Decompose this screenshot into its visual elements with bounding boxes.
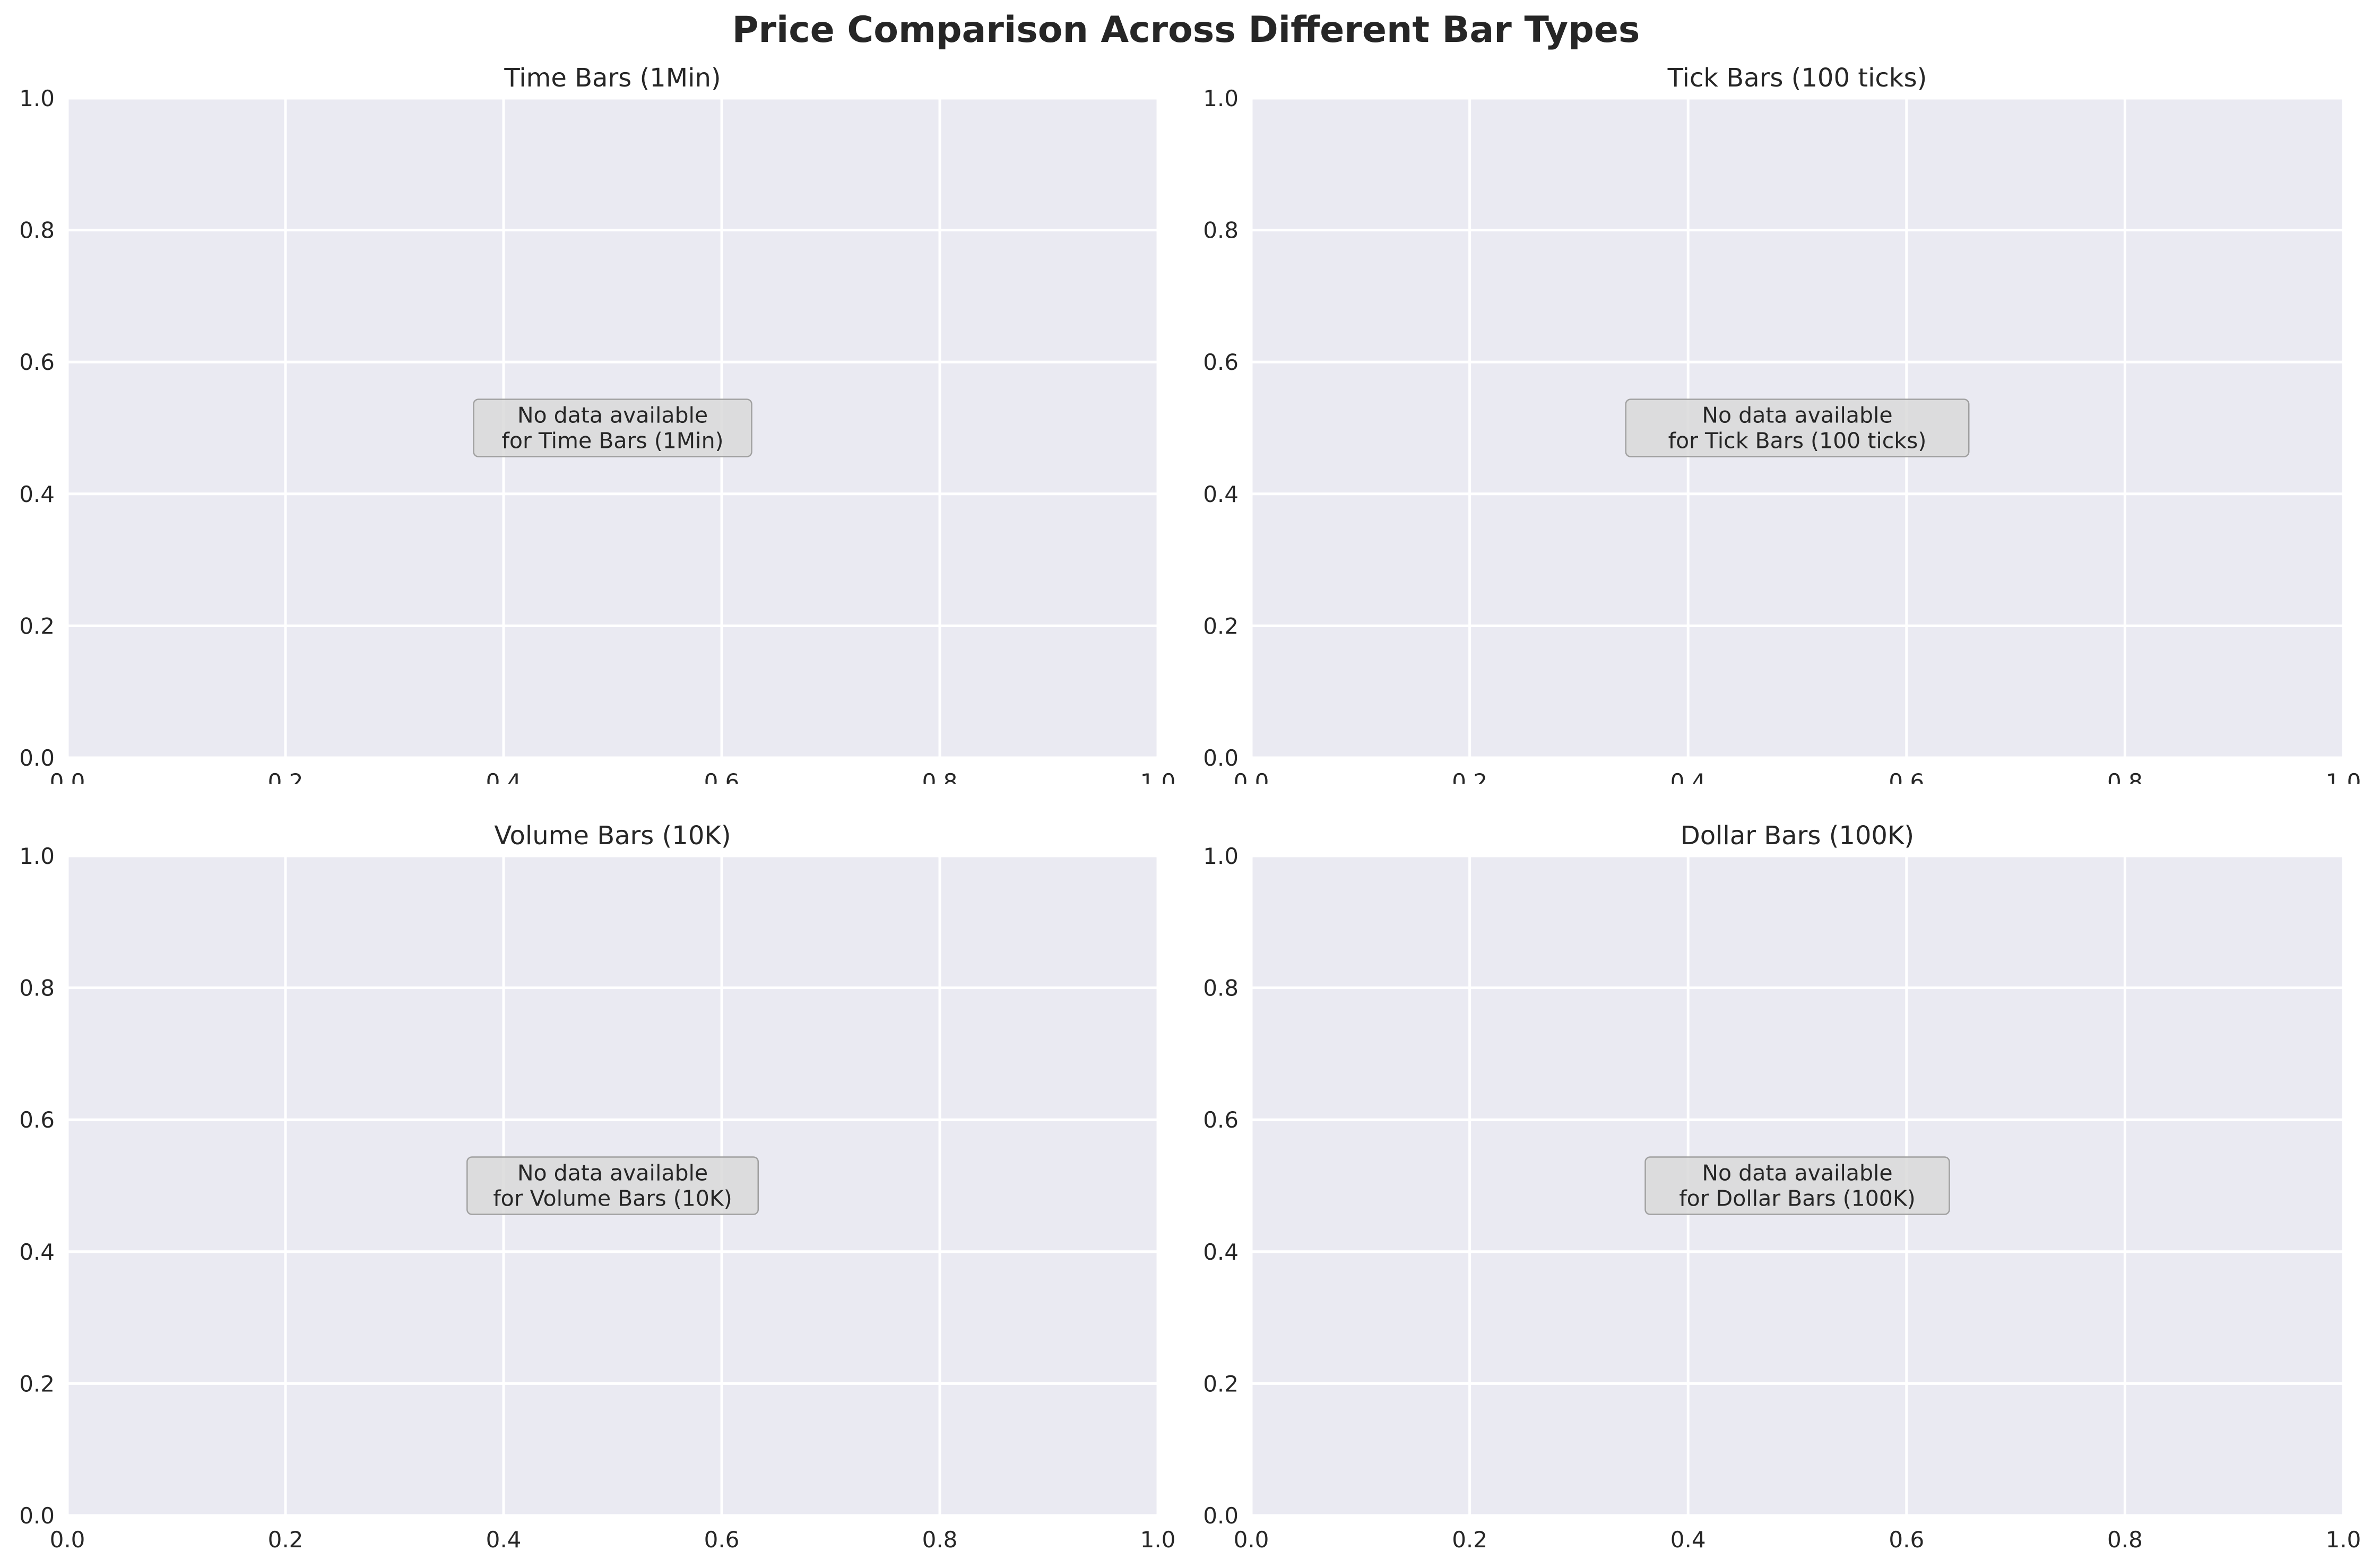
y-tick-label: 0.8 xyxy=(1203,975,1239,1001)
no-data-annotation-line: for Dollar Bars (100K) xyxy=(1679,1186,1916,1211)
subplot-title: Time Bars (1Min) xyxy=(504,63,721,93)
no-data-annotation-box xyxy=(466,1156,759,1215)
y-tick-label: 0.4 xyxy=(1203,1239,1239,1265)
x-tick-label: 0.2 xyxy=(268,1527,304,1553)
x-tick-label: 0.2 xyxy=(268,769,304,784)
x-tick-label: 0.6 xyxy=(704,1527,740,1553)
x-tick-label: 1.0 xyxy=(2326,1527,2361,1553)
x-tick-label: 0.4 xyxy=(1670,769,1706,784)
no-data-annotation-line: No data available xyxy=(1702,1160,1892,1186)
subplot-title: Tick Bars (100 ticks) xyxy=(1667,63,1927,93)
no-data-annotation-line: for Time Bars (1Min) xyxy=(501,428,723,454)
x-tick-label: 0.0 xyxy=(50,769,85,784)
y-tick-label: 1.0 xyxy=(19,843,55,869)
no-data-annotation-line: No data available xyxy=(517,403,708,428)
y-tick-label: 0.0 xyxy=(19,1503,55,1529)
y-tick-label: 0.4 xyxy=(19,1239,55,1265)
no-data-annotation-line: No data available xyxy=(1702,403,1892,428)
x-tick-label: 0.0 xyxy=(50,1527,85,1553)
y-tick-label: 1.0 xyxy=(19,85,55,111)
x-tick-label: 0.8 xyxy=(922,1527,958,1553)
x-tick-label: 1.0 xyxy=(1140,1527,1176,1553)
no-data-annotation-line: No data available xyxy=(517,1160,708,1186)
y-tick-label: 0.8 xyxy=(19,975,55,1001)
x-tick-label: 1.0 xyxy=(1140,769,1176,784)
x-tick-label: 0.0 xyxy=(1234,1527,1269,1553)
y-tick-label: 0.2 xyxy=(19,1371,55,1397)
x-tick-label: 0.4 xyxy=(486,1527,522,1553)
y-tick-label: 0.0 xyxy=(1203,1503,1239,1529)
x-tick-label: 0.6 xyxy=(1889,769,1924,784)
x-tick-label: 0.0 xyxy=(1234,769,1269,784)
y-tick-label: 0.6 xyxy=(19,349,55,375)
x-tick-label: 0.6 xyxy=(1889,1527,1924,1553)
y-tick-label: 0.0 xyxy=(19,745,55,771)
y-tick-label: 0.4 xyxy=(19,481,55,507)
y-tick-label: 0.6 xyxy=(1203,349,1239,375)
subplot-title: Volume Bars (10K) xyxy=(494,821,731,851)
subplot-1: 0.0 0.2 0.4 0.6 0.8 1.0 0.0 0.2 0.4 0.6 0.8 1.0 Time… xyxy=(19,63,1176,784)
y-tick-label: 1.0 xyxy=(1203,843,1239,869)
x-tick-label: 0.4 xyxy=(1670,1527,1706,1553)
x-tick-label: 1.0 xyxy=(2326,769,2361,784)
y-tick-label: 0.0 xyxy=(1203,745,1239,771)
x-tick-label: 0.8 xyxy=(2107,1527,2143,1553)
figure-title: Price Comparison Across Different Bar Ty… xyxy=(732,9,1640,51)
subplot-2: 0.0 0.2 0.4 0.6 0.8 1.0 0.0 0.2 0.4 0.6 0.8 1.0 Tick… xyxy=(1203,63,2361,784)
x-tick-label: 0.6 xyxy=(704,769,740,784)
y-tick-label: 0.8 xyxy=(1203,218,1239,244)
y-tick-label: 0.2 xyxy=(1203,613,1239,639)
y-tick-label: 0.6 xyxy=(1203,1107,1239,1133)
no-data-annotation-line: for Volume Bars (10K) xyxy=(493,1186,732,1211)
y-tick-label: 0.8 xyxy=(19,218,55,244)
no-data-annotation-box xyxy=(1625,399,1970,457)
x-tick-label: 0.4 xyxy=(486,769,522,784)
no-data-annotation-box xyxy=(473,399,752,457)
y-tick-label: 0.2 xyxy=(1203,1371,1239,1397)
no-data-annotation-line: for Tick Bars (100 ticks) xyxy=(1668,428,1927,454)
y-tick-label: 1.0 xyxy=(1203,85,1239,111)
subplot-4: 0.0 0.2 0.4 0.6 0.8 1.0 0.0 0.2 0.4 0.6 0.8 1.0 Doll… xyxy=(1203,821,2361,1553)
x-tick-label: 0.8 xyxy=(2107,769,2143,784)
x-tick-label: 0.2 xyxy=(1452,1527,1487,1553)
y-tick-label: 0.4 xyxy=(1203,481,1239,507)
subplot-title: Dollar Bars (100K) xyxy=(1681,821,1914,851)
y-tick-label: 0.2 xyxy=(19,613,55,639)
x-tick-label: 0.8 xyxy=(922,769,958,784)
y-tick-label: 0.6 xyxy=(19,1107,55,1133)
subplot-3: 0.0 0.2 0.4 0.6 0.8 1.0 0.0 0.2 0.4 0.6 0.8 1.0 Volu… xyxy=(19,821,1176,1553)
no-data-annotation-box xyxy=(1644,1156,1950,1215)
x-tick-label: 0.2 xyxy=(1452,769,1487,784)
